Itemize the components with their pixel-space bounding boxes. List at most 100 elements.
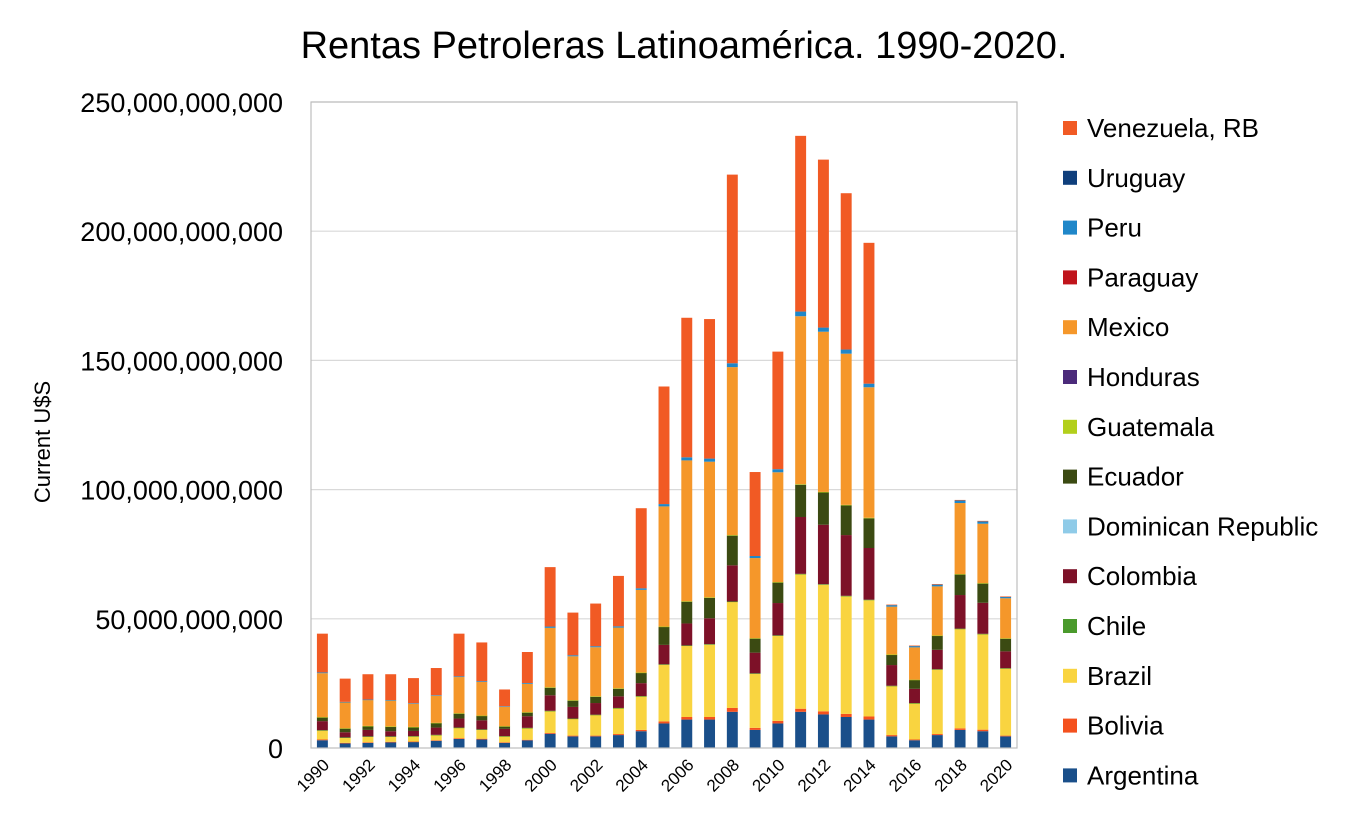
bar-segment-brazil-1995 [430, 735, 442, 741]
bar-segment-ecuador-1999 [521, 712, 533, 717]
bar-segment-guatemala-2017 [931, 635, 943, 637]
legend-item-ecuador: Ecuador [1063, 462, 1184, 492]
bar-segment-guatemala-2003 [612, 688, 624, 689]
bar-segment-bolivia-1991 [339, 742, 351, 744]
bar-segment-bolivia-2017 [931, 734, 943, 736]
bar-segment-colombia-2001 [567, 706, 579, 719]
bar-segment-mexico-1994 [408, 703, 419, 727]
bar-segment-guatemala-2019 [977, 583, 989, 584]
bar-segment-argentina-1992 [362, 742, 374, 748]
legend-item-chile: Chile [1063, 611, 1146, 641]
legend-item-guatemala: Guatemala [1063, 412, 1215, 442]
bar-segment-guatemala-1994 [408, 726, 419, 728]
bar-segment-guatemala-2015 [886, 654, 898, 656]
bar-stack-2000 [544, 567, 556, 748]
bar-segment-mexico-2019 [977, 523, 989, 584]
legend-swatch [1063, 469, 1077, 484]
bar-segment-ecuador-2015 [886, 654, 898, 666]
bar-segment-guatemala-2002 [590, 696, 602, 697]
bar-segment-venezuela-rb-2015 [886, 604, 898, 606]
bar-segment-argentina-1997 [476, 739, 488, 748]
legend-label: Argentina [1087, 760, 1199, 790]
bar-segment-argentina-2007 [704, 719, 716, 748]
bar-segment-chile-2007 [704, 644, 716, 645]
legend-label: Colombia [1087, 561, 1197, 591]
bar-stack-2009 [749, 472, 761, 748]
bar-segment-mexico-1996 [453, 677, 465, 714]
bar-segment-brazil-2008 [726, 602, 738, 708]
bar-segment-guatemala-1998 [499, 726, 511, 727]
bar-segment-argentina-2016 [909, 740, 920, 748]
bar-segment-peru-2017 [931, 584, 943, 587]
bar-segment-chile-1993 [385, 736, 397, 737]
bar-segment-argentina-2018 [954, 729, 966, 748]
bar-segment-guatemala-2013 [840, 504, 852, 506]
bar-segment-argentina-2001 [567, 736, 579, 748]
bar-segment-colombia-1996 [453, 718, 465, 728]
bar-segment-bolivia-2014 [863, 716, 875, 720]
bar-segment-peru-1991 [339, 701, 351, 703]
bar-segment-peru-1996 [453, 676, 465, 678]
bar-segment-mexico-2010 [772, 472, 784, 583]
bar-segment-venezuela-rb-2017 [931, 584, 943, 585]
bar-stack-2003 [612, 575, 624, 748]
bar-segment-bolivia-1999 [521, 739, 533, 741]
bar-segment-colombia-2000 [544, 695, 556, 711]
bar-segment-argentina-1990 [316, 740, 328, 748]
bar-stack-2001 [567, 612, 579, 748]
y-axis-label: Current U$S [30, 381, 55, 503]
bar-segment-peru-2004 [635, 588, 647, 590]
bar-segment-chile-1990 [316, 730, 328, 731]
bar-segment-mexico-2016 [909, 647, 920, 680]
bar-segment-peru-1998 [499, 706, 511, 707]
bar-segment-guatemala-1997 [476, 715, 488, 717]
bar-stack-2006 [681, 317, 693, 748]
bar-segment-bolivia-2002 [590, 735, 602, 737]
bar-segment-guatemala-2007 [704, 597, 716, 598]
bar-segment-venezuela-rb-2014 [863, 242, 875, 384]
legend-swatch [1063, 668, 1077, 683]
bar-segment-bolivia-2013 [840, 713, 852, 717]
bar-stack-1999 [521, 652, 533, 748]
legend-swatch [1063, 619, 1077, 633]
bar-stack-2013 [840, 193, 852, 748]
bar-stack-1997 [476, 642, 488, 748]
bar-segment-brazil-1994 [408, 736, 419, 742]
bar-segment-brazil-2003 [612, 708, 624, 735]
bar-segment-argentina-2008 [726, 711, 738, 748]
bar-segment-mexico-2012 [817, 331, 829, 492]
bar-segment-chile-1998 [499, 736, 511, 737]
bar-segment-peru-1999 [521, 683, 533, 684]
legend-label: Paraguay [1087, 262, 1198, 292]
bar-segment-peru-2003 [612, 626, 624, 628]
bar-segment-colombia-2016 [909, 688, 920, 704]
bar-segment-venezuela-rb-2011 [795, 135, 807, 312]
bar-segment-peru-2002 [590, 646, 602, 648]
bar-segment-mexico-2020 [1000, 598, 1012, 639]
bar-segment-brazil-2017 [931, 669, 943, 735]
bar-stack-2019 [977, 520, 989, 748]
bar-segment-colombia-2007 [704, 618, 716, 645]
bar-segment-chile-2009 [749, 673, 761, 674]
bar-segment-argentina-1991 [339, 743, 351, 748]
bar-segment-argentina-2006 [681, 719, 693, 748]
bar-stack-1990 [316, 633, 328, 748]
legend-swatch [1063, 768, 1077, 783]
bar-segment-bolivia-1994 [408, 741, 419, 743]
legend-swatch [1063, 121, 1077, 135]
bar-segment-colombia-1994 [408, 730, 419, 737]
bar-segment-chile-2011 [795, 573, 807, 575]
bar-segment-brazil-1996 [453, 727, 465, 739]
y-tick-label: 0 [268, 734, 283, 764]
legend-label: Guatemala [1087, 412, 1215, 442]
bar-segment-peru-2020 [1000, 596, 1012, 599]
bar-segment-ecuador-1996 [453, 713, 465, 719]
bar-segment-mexico-2015 [886, 606, 898, 655]
bar-segment-argentina-2014 [863, 719, 875, 748]
bar-segment-chile-1994 [408, 736, 419, 737]
bar-segment-mexico-2004 [635, 589, 647, 673]
bar-segment-chile-2002 [590, 714, 602, 716]
bar-segment-ecuador-2018 [954, 574, 966, 596]
bar-segment-bolivia-2007 [704, 716, 716, 720]
